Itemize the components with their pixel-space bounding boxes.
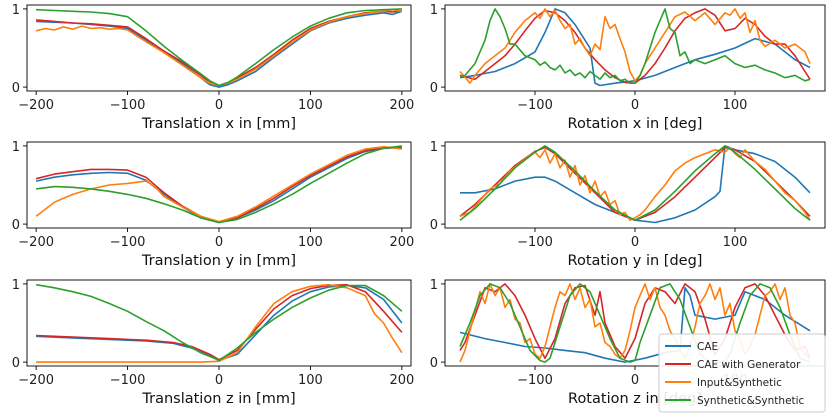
y-tick-label: 1 [430,3,438,18]
legend-box [658,333,826,413]
x-tick-label: −100 [110,98,146,113]
x-tick-label: −100 [110,373,146,388]
plot-area [35,8,403,88]
x-tick-label: 0 [215,373,223,388]
legend-label-cae: CAE [697,341,718,353]
x-tick-label: 0 [215,235,223,250]
series-line-synthetic-synthetic [459,283,811,363]
y-tick-label: 0 [430,81,438,96]
y-tick-label: 0 [430,356,438,371]
legend-label-input-synthetic: Input&Synthetic [697,377,782,389]
subplot-rx: −100 0 100 0 1 Rotation x in [deg] [430,3,826,132]
series-line-cae [460,145,811,224]
plot-area [459,145,811,224]
x-tick-label: −100 [517,98,553,113]
axes-frame [444,141,826,229]
x-tick-label: 100 [298,98,323,113]
x-tick-label: −200 [18,235,54,250]
x-tick-label: 100 [298,373,323,388]
series-line-synthetic-synthetic [459,145,811,221]
x-tick-label: −100 [517,373,553,388]
x-tick-label: 200 [389,98,414,113]
series-line-synthetic-synthetic [459,8,811,84]
x-tick-label: 0 [631,235,639,250]
series-line-input-synthetic [459,8,811,84]
series-line-input-synthetic [35,145,402,223]
y-tick-label: 0 [12,218,20,233]
subplot-ry: −100 0 100 0 1 Rotation y in [deg] [430,140,826,269]
x-axis-label: Rotation y in [deg] [568,253,703,269]
series-line-cae [459,8,811,87]
plot-area [459,8,811,87]
x-tick-label: −100 [517,235,553,250]
x-tick-label: 200 [389,373,414,388]
x-tick-label: 100 [723,98,748,113]
x-tick-label: 0 [631,373,639,388]
series-line-synthetic-synthetic [36,8,402,87]
legend-label-cae-generator: CAE with Generator [697,359,801,371]
series-line-cae-with-generator [459,146,811,221]
x-tick-label: −100 [110,235,146,250]
series-line-cae [36,10,403,88]
series-line-input-synthetic [36,283,403,363]
legend: CAE CAE with Generator Input&Synthetic S… [658,333,826,413]
x-axis-label: Translation z in [mm] [141,391,295,407]
x-tick-label: −200 [18,373,54,388]
x-tick-label: 200 [389,235,414,250]
y-tick-label: 1 [12,140,20,155]
y-tick-label: 1 [12,278,20,293]
subplot-ty: −200 −100 0 100 200 0 1 Translation y in [mm] [12,140,415,269]
x-tick-label: 100 [298,235,323,250]
plot-area [35,283,403,363]
series-line-input-synthetic [459,146,811,221]
y-tick-label: 0 [430,218,438,233]
series-line-cae-with-generator [459,8,811,84]
y-tick-label: 1 [430,278,438,293]
x-tick-label: −200 [18,98,54,113]
x-axis-label: Rotation x in [deg] [568,116,703,132]
series-line-cae [35,146,402,224]
series-line-cae-with-generator [459,283,811,359]
series-line-input-synthetic [35,8,403,87]
axes-frame [444,4,826,92]
y-tick-label: 0 [12,356,20,371]
subplot-tx: −200 −100 0 100 200 0 1 Translation x in [mm] [12,3,415,132]
series-line-synthetic-synthetic [36,145,403,224]
x-axis-label: Translation x in [mm] [141,116,296,132]
y-tick-label: 0 [12,81,20,96]
axes-frame [26,279,412,367]
x-axis-label: Translation y in [mm] [141,253,296,269]
series-line-cae-with-generator [36,9,403,87]
x-tick-label: 0 [631,98,639,113]
series-line-synthetic-synthetic [35,283,403,362]
y-tick-label: 1 [12,3,20,18]
y-tick-label: 1 [430,140,438,155]
x-tick-label: 0 [215,98,223,113]
subplot-tz: −200 −100 0 100 200 0 1 Translation z in [mm] [12,278,415,407]
x-tick-label: 100 [723,235,748,250]
plot-area [35,145,403,224]
legend-label-synthetic-synthetic: Synthetic&Synthetic [697,395,805,407]
